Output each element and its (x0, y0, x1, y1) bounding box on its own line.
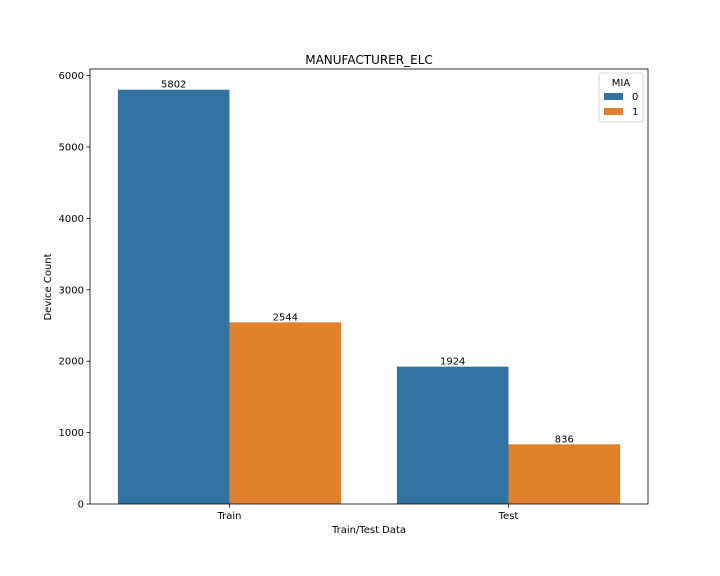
legend-label-series-1: 1 (632, 107, 638, 118)
y-tick-label: 0 (78, 500, 84, 511)
bar-test-series-1 (508, 444, 621, 504)
legend-swatch-series-1 (604, 108, 623, 115)
x-axis: Train Test (217, 504, 519, 522)
y-tick-label: 4000 (59, 214, 84, 225)
x-axis-title: Train/Test Data (331, 525, 406, 536)
y-tick-label: 2000 (59, 357, 84, 368)
chart-title: MANUFACTURER_ELC (305, 53, 433, 67)
x-tick-label: Test (498, 511, 519, 522)
y-tick-label: 1000 (59, 428, 84, 439)
legend-swatch-series-0 (604, 93, 623, 100)
legend-items: 01 (604, 92, 638, 118)
y-tick-label: 5000 (59, 142, 84, 153)
legend-label-series-0: 0 (632, 92, 638, 103)
y-tick-label: 3000 (59, 285, 84, 296)
x-tick-label: Train (217, 511, 242, 522)
legend: MIA 01 (598, 72, 644, 123)
bar-test-series-0 (396, 366, 509, 504)
bar-value-label: 836 (555, 434, 574, 445)
bar-value-label: 2544 (273, 312, 298, 323)
y-tick-label: 6000 (59, 71, 84, 82)
bar-train-series-0 (117, 89, 230, 505)
legend-title: MIA (612, 78, 631, 89)
y-axis-title: Device Count (43, 253, 54, 320)
y-axis: 0 1000 2000 3000 4000 5000 6000 (59, 71, 90, 511)
bars-group (117, 89, 621, 505)
bar-labels-group: 5802 2544 1924 836 (161, 80, 574, 446)
plot-frame (89, 68, 649, 505)
bar-train-series-1 (229, 322, 342, 504)
bar-value-label: 1924 (440, 357, 465, 368)
bar-value-label: 5802 (161, 80, 186, 91)
